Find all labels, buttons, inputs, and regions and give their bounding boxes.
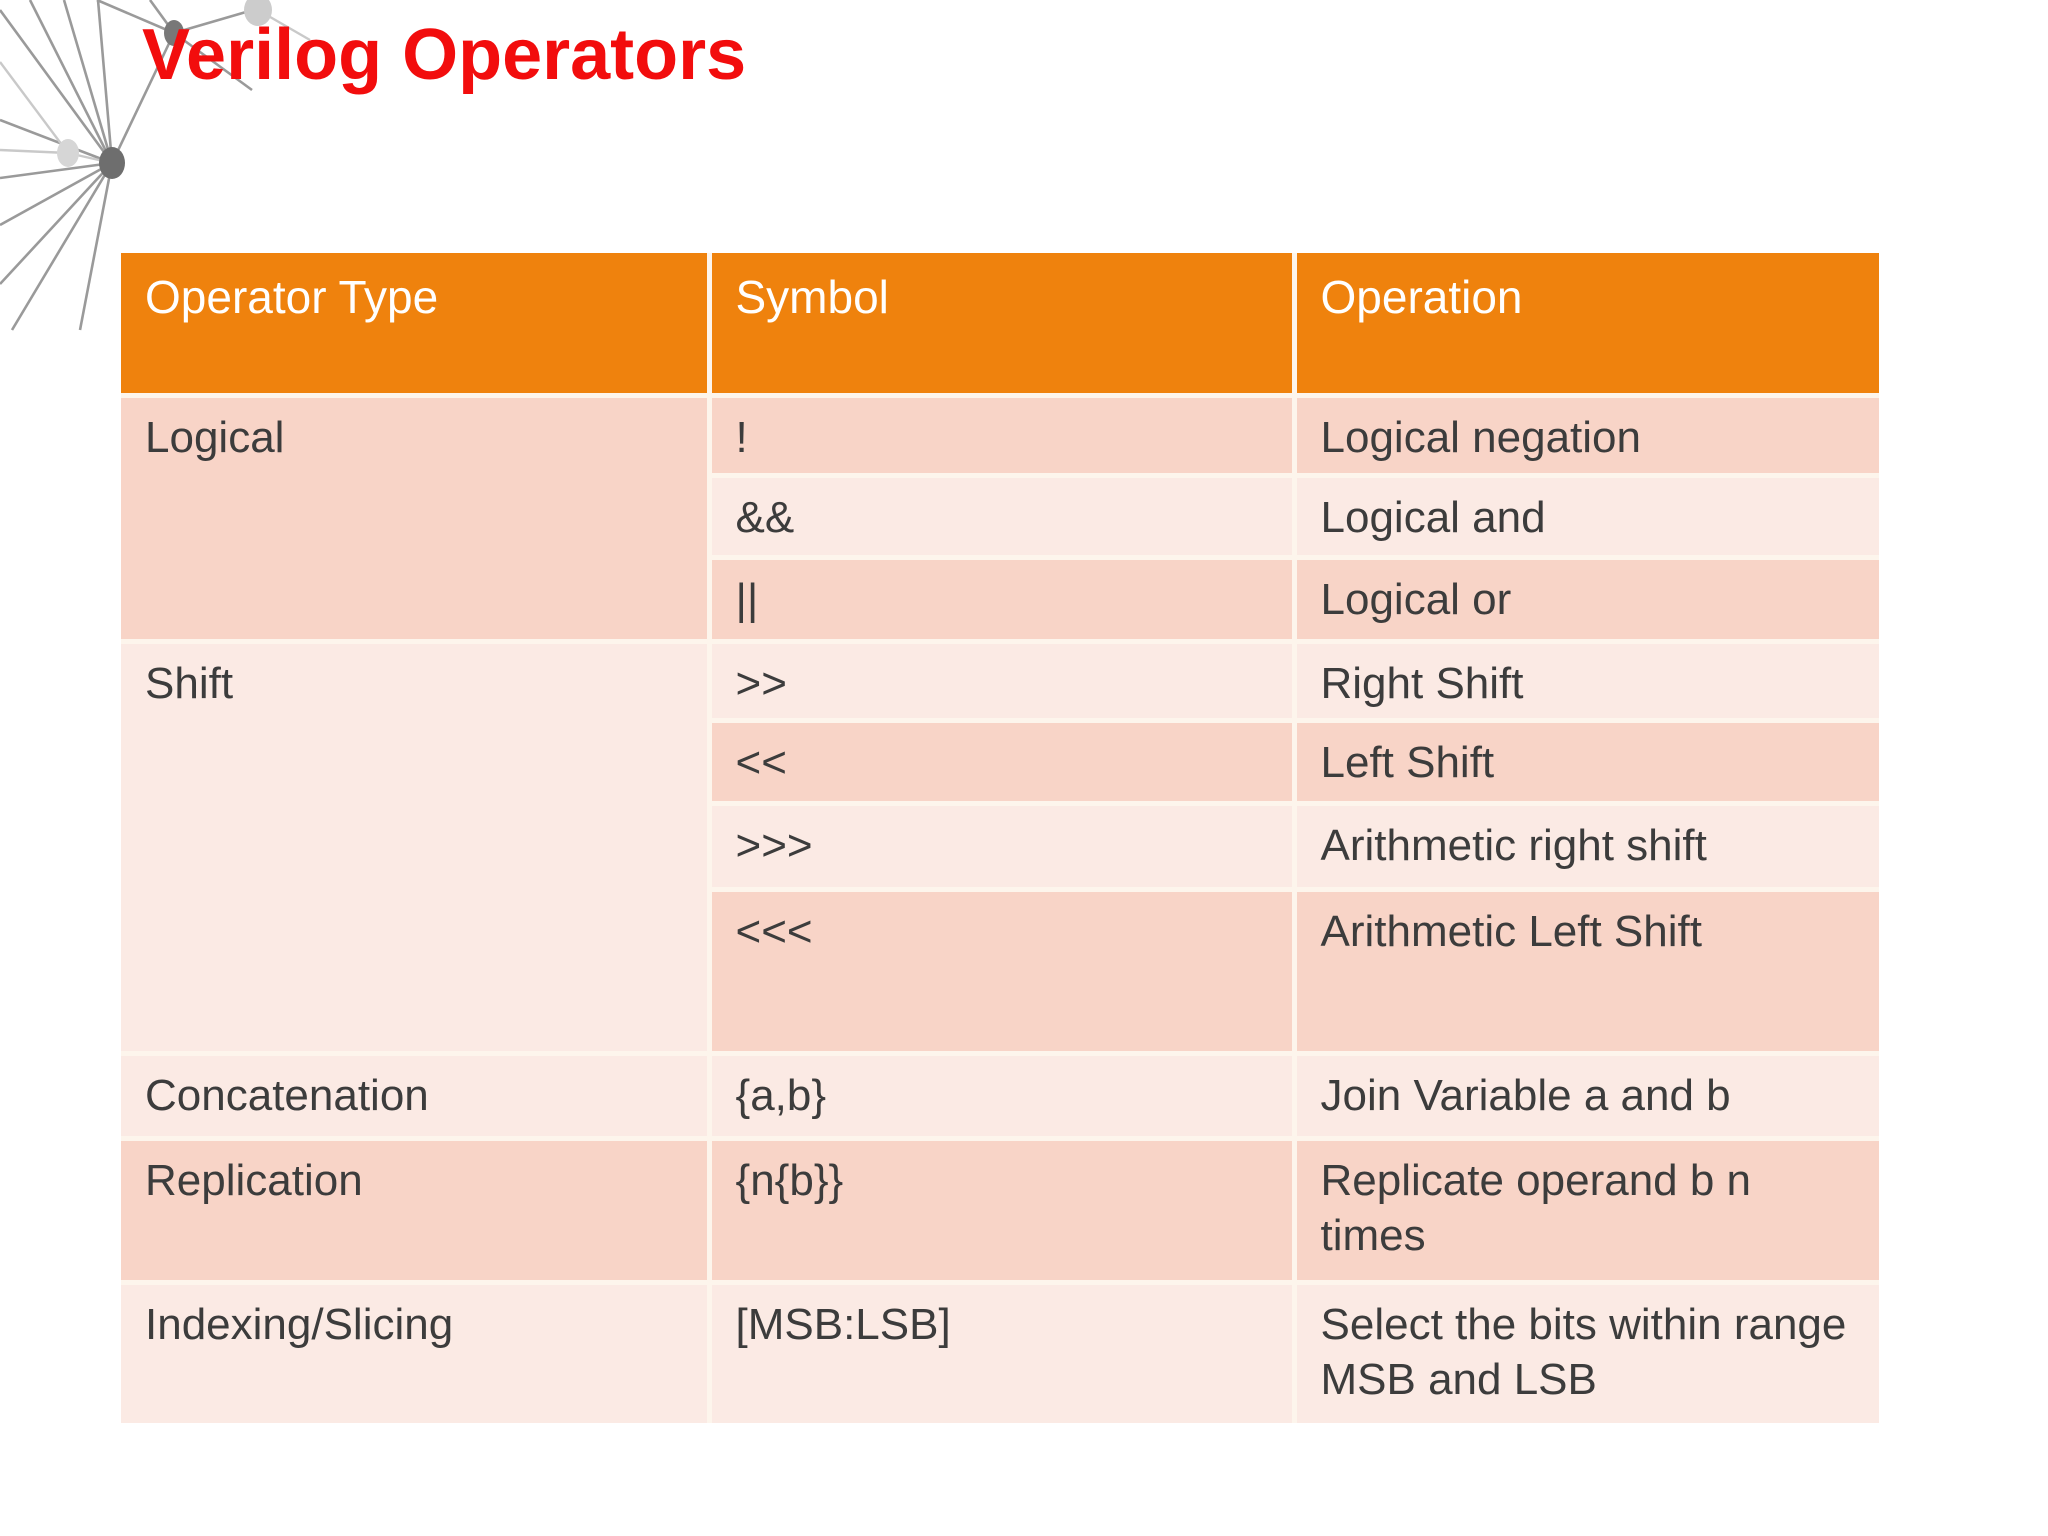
table-row: >>> Arithmetic right shift [121, 800, 1879, 892]
cell-operator-type: Shift [121, 638, 712, 1056]
table-row: || Logical or [121, 554, 1879, 644]
cell-symbol: || [709, 554, 1297, 644]
table-row: Concatenation {a,b} Join Variable a and … [121, 1050, 1879, 1141]
table-row: <<< Arithmetic Left Shift [121, 886, 1879, 1056]
cell-operation: Left Shift [1291, 717, 1879, 806]
table-row: Shift >> Right Shift [121, 638, 1879, 1056]
cell-operation: Logical or [1291, 554, 1879, 644]
cell-symbol: {n{b}} [706, 1135, 1297, 1285]
column-header-symbol: Symbol [706, 253, 1297, 398]
table-row: << Left Shift [121, 717, 1879, 806]
cell-operation: Logical and [1291, 472, 1879, 560]
cell-symbol: >>> [709, 800, 1297, 892]
cell-operator-type: Logical [121, 392, 712, 644]
cell-symbol: [MSB:LSB] [706, 1279, 1297, 1423]
cell-symbol: >> [706, 638, 1297, 723]
cell-operation: Select the bits within range MSB and LSB [1291, 1279, 1879, 1423]
cell-operation: Replicate operand b n times [1291, 1135, 1879, 1285]
cell-operator-type: Concatenation [121, 1050, 712, 1141]
cell-symbol: && [709, 472, 1297, 560]
cell-symbol: ! [706, 392, 1297, 478]
cell-symbol: << [709, 717, 1297, 806]
operators-table: Operator Type Symbol Operation Logical !… [121, 253, 1879, 1423]
table-row: Replication {n{b}} Replicate operand b n… [121, 1135, 1879, 1285]
column-header-operator-type: Operator Type [121, 253, 712, 398]
slide-title: Verilog Operators [142, 15, 747, 95]
cell-operation: Join Variable a and b [1291, 1050, 1879, 1141]
cell-operator-type: Replication [121, 1135, 712, 1285]
table-header-row: Operator Type Symbol Operation [121, 253, 1879, 398]
cell-operator-type: Indexing/Slicing [121, 1279, 712, 1423]
cell-operation: Right Shift [1291, 638, 1879, 723]
table-row: Logical ! Logical negation [121, 392, 1879, 644]
table-row: && Logical and [121, 472, 1879, 560]
cell-operation: Logical negation [1291, 392, 1879, 478]
table-row: Indexing/Slicing [MSB:LSB] Select the bi… [121, 1279, 1879, 1423]
cell-symbol: <<< [709, 886, 1297, 1056]
cell-symbol: {a,b} [706, 1050, 1297, 1141]
cell-operation: Arithmetic right shift [1291, 800, 1879, 892]
column-header-operation: Operation [1291, 253, 1879, 398]
cell-operation: Arithmetic Left Shift [1291, 886, 1879, 1056]
